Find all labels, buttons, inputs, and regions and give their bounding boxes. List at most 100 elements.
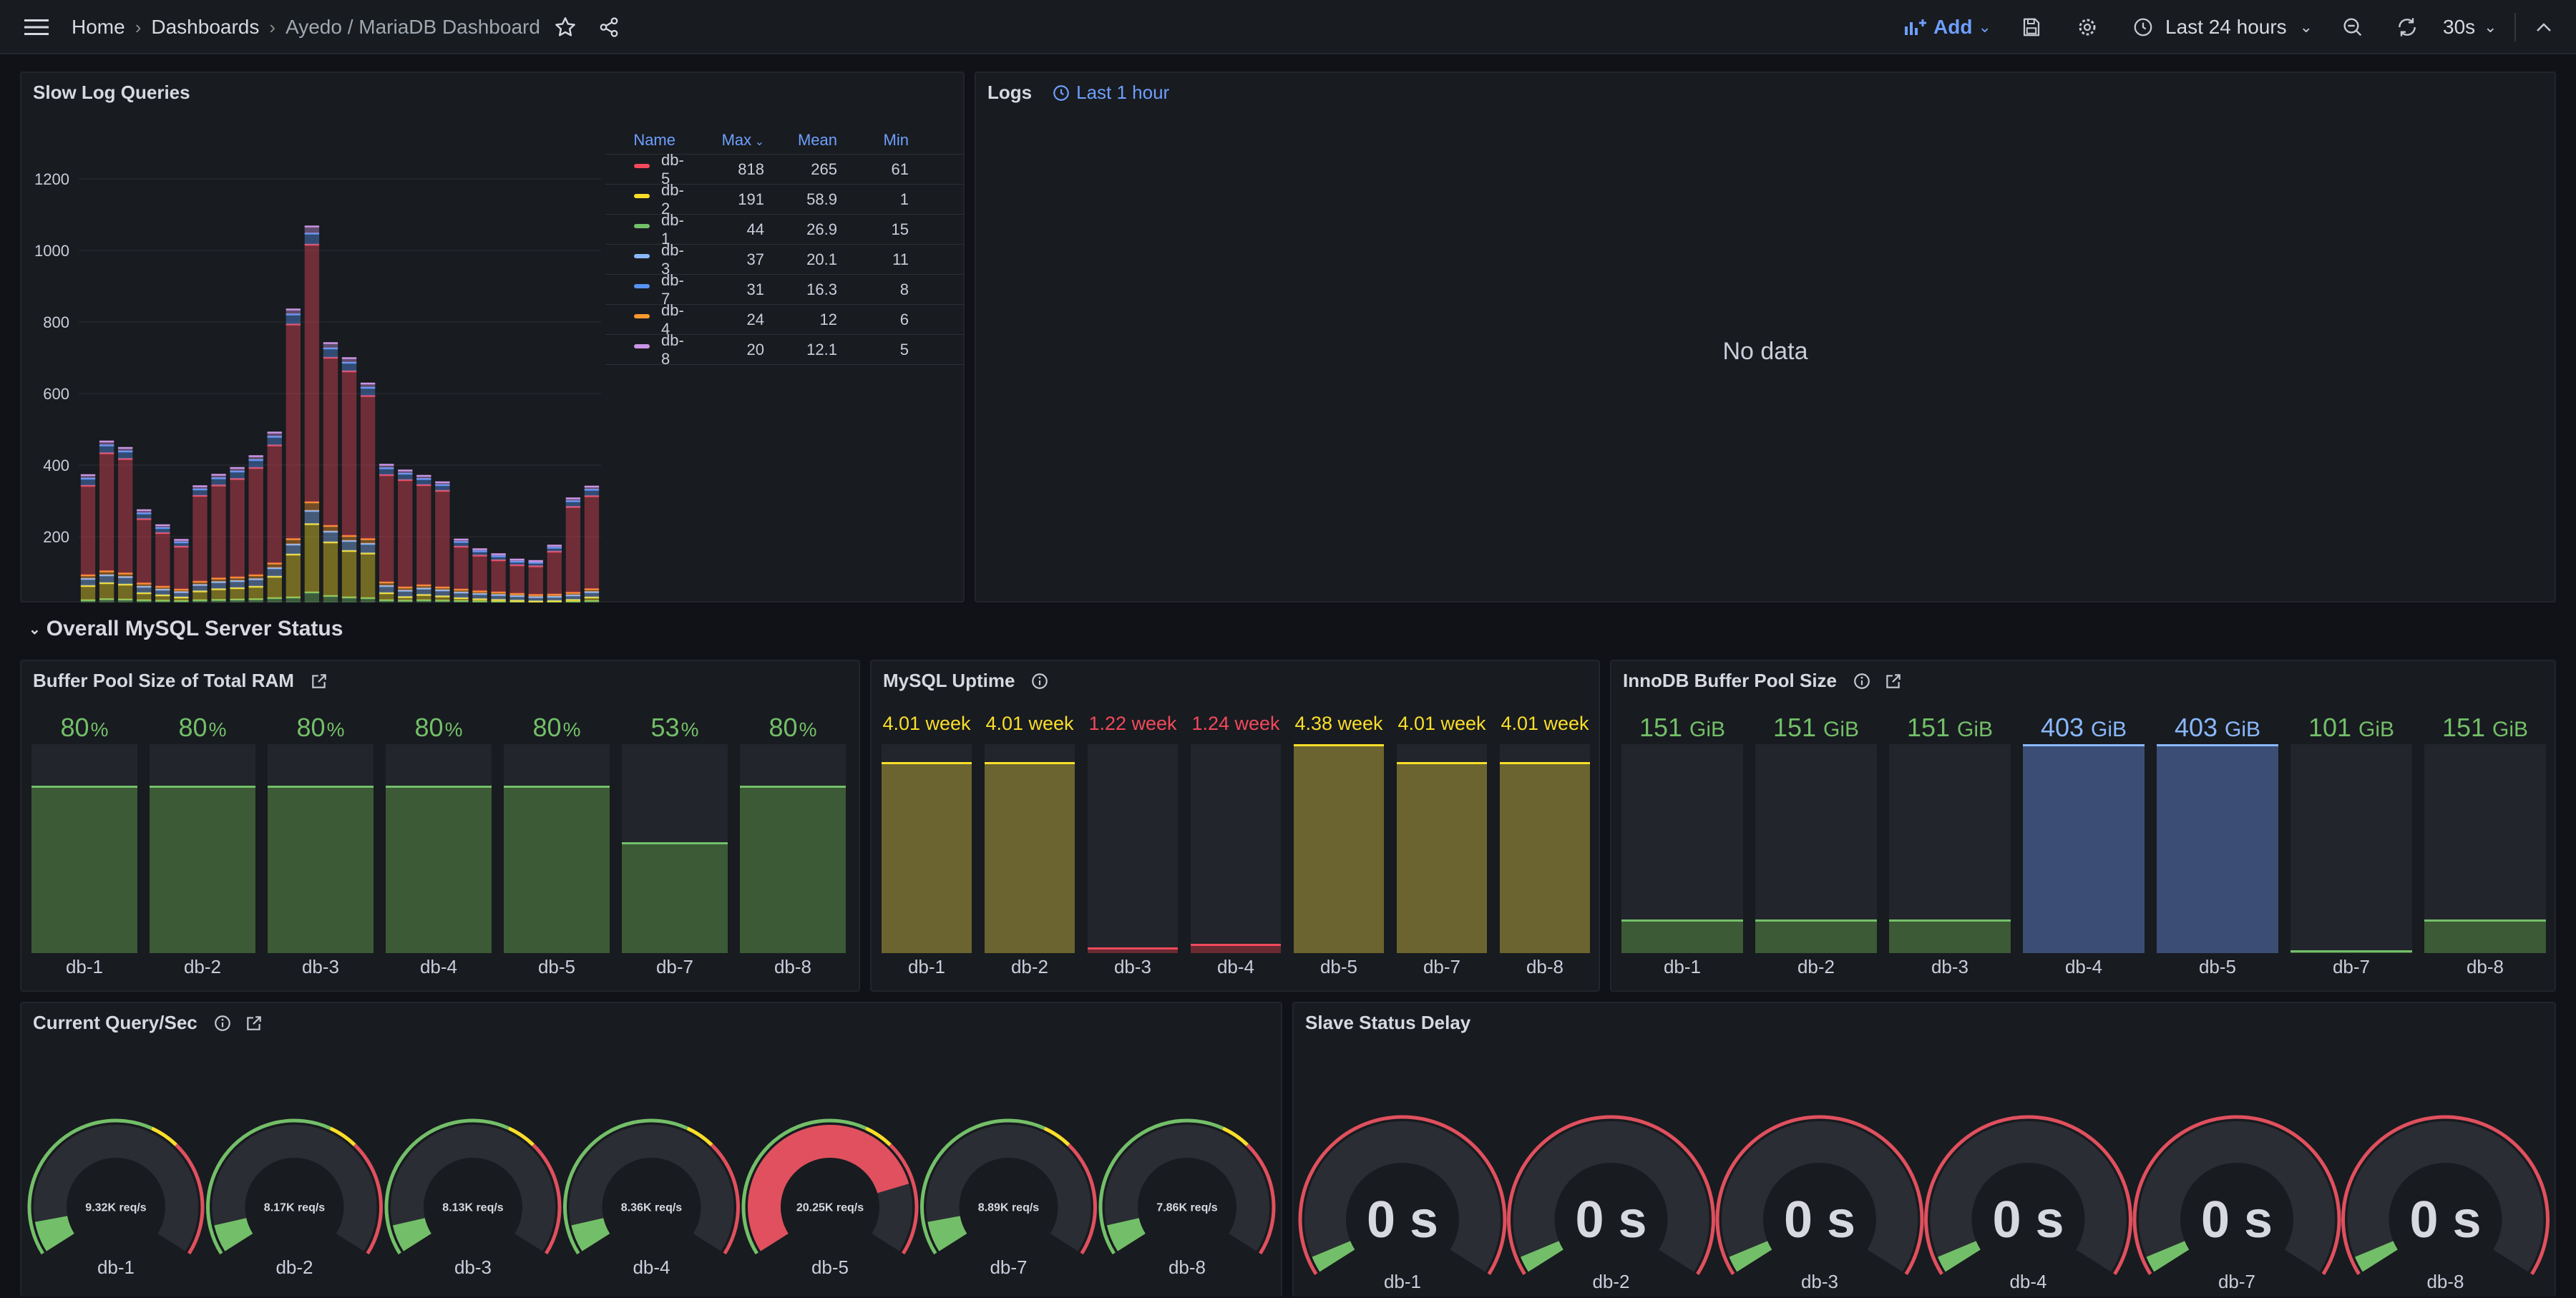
bar-gauge-fill [2290,950,2412,953]
gauge[interactable]: 0 s db-3 [1715,1115,1924,1292]
external-link-icon[interactable] [310,672,328,691]
zoom-out-icon[interactable] [2341,0,2364,54]
breadcrumb-current-dashboard: Ayedo / MariaDB Dashboard [286,16,540,38]
panel-title[interactable]: Logs [987,82,1033,103]
breadcrumb-dashboards[interactable]: Dashboards [151,16,260,38]
bar-gauge-track[interactable] [1889,744,2011,953]
bar-gauge-track[interactable] [1397,744,1487,953]
bar-segment-db-7 [286,314,301,325]
bar-gauge-track[interactable] [2157,744,2278,953]
bar-gauge-track[interactable] [1088,744,1178,953]
legend-series-name[interactable]: db-1 [605,211,691,248]
bar-segment-db-5 [491,560,506,592]
panel-title[interactable]: Slave Status Delay [1305,1012,1471,1033]
gauge[interactable]: 8.13K req/s db-3 [384,1118,562,1278]
panel-title[interactable]: Buffer Pool Size of Total RAM [33,670,294,691]
legend-min-value: 8 [899,280,909,298]
legend-header-min[interactable]: Min [883,130,909,149]
bar-gauge-track[interactable] [740,744,846,953]
bar-gauge-track[interactable] [31,744,137,953]
gauge[interactable]: 8.89K req/s db-7 [920,1118,1097,1278]
gauge[interactable]: 7.86K req/s db-8 [1098,1118,1276,1278]
gauge[interactable]: 0 s db-1 [1298,1115,1507,1292]
info-icon[interactable] [1853,672,1871,691]
legend-row[interactable]: db-2 191 58.9 1 [605,181,963,218]
legend-mean-value: 58.9 [806,190,837,208]
gauge-value-text: 0 s [1992,1191,2064,1249]
bar-segment-db-2 [323,542,338,596]
gauge[interactable]: 8.17K req/s db-2 [206,1118,383,1278]
legend-header-mean[interactable]: Mean [797,130,837,149]
external-link-icon[interactable] [245,1014,263,1033]
legend-header-name[interactable]: Name [633,130,675,149]
gauge[interactable]: 20.25K req/s db-5 [741,1118,919,1278]
save-icon[interactable] [2021,0,2042,54]
bar-gauge-track[interactable] [1621,744,1743,953]
legend-series-name[interactable]: db-2 [605,181,691,218]
legend-row[interactable]: db-4 24 12 6 [605,301,963,338]
bar-gauge-track[interactable] [2290,744,2412,953]
gauge-track [926,1125,1091,1251]
bar-gauge-track[interactable] [386,744,492,953]
legend-series-name[interactable]: db-7 [605,271,691,308]
star-icon[interactable] [554,0,577,54]
gauge-value-text: 8.17K req/s [264,1202,325,1214]
menu-icon[interactable] [24,0,49,54]
gauge[interactable]: 8.36K req/s db-4 [563,1118,740,1278]
gauge[interactable]: 9.32K req/s db-1 [27,1118,205,1278]
gauge[interactable]: 0 s db-2 [1507,1115,1715,1292]
panel-title[interactable]: Current Query/Sec [33,1012,197,1033]
current-query-sec-panel: Current Query/Sec 9.32K req/s db-1 8.17K r… [20,1002,1282,1297]
info-icon[interactable] [1030,672,1049,691]
panel-title[interactable]: MySQL Uptime [883,670,1015,691]
gauge[interactable]: 0 s db-7 [2132,1115,2341,1292]
bar-value-unit: GiB [1823,718,1860,741]
collapse-icon[interactable] [2534,0,2553,54]
external-link-icon[interactable] [1884,672,1903,691]
legend-row[interactable]: db-7 31 16.3 8 [605,271,963,308]
gauge[interactable]: 0 s db-8 [2341,1115,2550,1292]
legend-row[interactable]: db-3 37 20.1 11 [605,241,963,278]
breadcrumb-home[interactable]: Home [72,16,125,38]
bar-gauge-track[interactable] [985,744,1075,953]
gauge-label: db-7 [2218,1271,2255,1292]
legend-row[interactable]: db-1 44 26.9 15 [605,211,963,248]
logs-panel: Logs Last 1 hour No data [975,72,2556,602]
chevron-right-icon: › [269,16,276,38]
bar-segment-db-4 [435,587,450,590]
refresh-icon[interactable] [2396,0,2419,54]
gauge[interactable]: 0 s db-4 [1924,1115,2132,1292]
bar-segment-db-2 [137,593,152,600]
time-range-picker[interactable]: Last 24 hours ⌄ [2132,0,2313,54]
legend-series-name[interactable]: db-4 [605,301,691,338]
legend-series-name[interactable]: db-5 [605,151,691,188]
bar-gauge-track[interactable] [2424,744,2546,953]
bar-gauge-track[interactable] [882,744,972,953]
panel-title[interactable]: Slow Log Queries [33,82,190,103]
bar-gauge-track[interactable] [1500,744,1590,953]
add-button[interactable]: Add ⌄ [1903,0,1991,54]
panel-title[interactable]: InnoDB Buffer Pool Size [1623,670,1837,691]
bar-gauge-track[interactable] [1294,744,1384,953]
gear-icon[interactable] [2077,0,2098,54]
slow-log-chart[interactable]: 02004006008001000120009:0018:0003:00 [21,116,608,602]
bar-gauge-track[interactable] [150,744,255,953]
info-icon[interactable] [213,1014,232,1033]
bar-gauge-track[interactable] [504,744,610,953]
legend-series-name[interactable]: db-3 [605,241,691,278]
legend-header-max[interactable]: Max ⌄ [691,131,764,150]
gauge-value-arc [1312,1240,1355,1272]
bar-gauge-track[interactable] [268,744,374,953]
row-header-overall-status[interactable]: ⌄ Overall MySQL Server Status [29,617,343,641]
legend-series-name[interactable]: db-8 [605,331,691,369]
bar-gauge-track[interactable] [622,744,728,953]
bar-gauge-track[interactable] [1191,744,1281,953]
legend-mean-value: 20.1 [806,250,837,268]
bar-gauge-track[interactable] [2023,744,2145,953]
legend-row[interactable]: db-5 818 265 61 [605,151,963,187]
bar-gauge-track[interactable] [1755,744,1877,953]
legend-row[interactable]: db-8 20 12.1 5 [605,331,963,368]
bar-segment-db-7 [360,388,376,396]
share-icon[interactable] [598,0,620,54]
refresh-interval-picker[interactable]: 30s ⌄ [2443,0,2497,54]
